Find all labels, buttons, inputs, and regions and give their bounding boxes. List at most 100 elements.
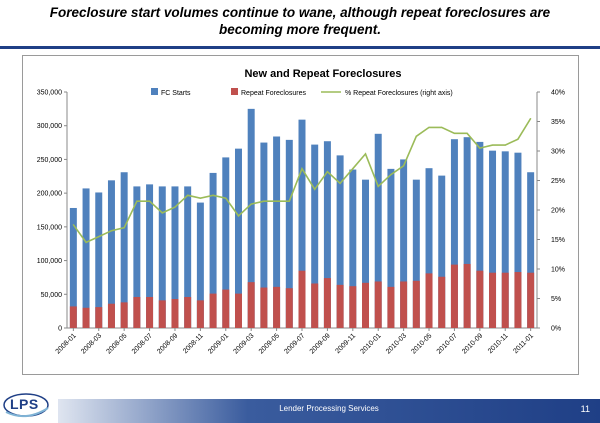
bar-fc-starts — [69, 207, 77, 328]
point-pct-repeat — [199, 197, 201, 199]
bar-repeat-foreclosures — [349, 286, 357, 328]
lps-logo: LPS — [2, 390, 52, 420]
bar-fc-starts — [196, 202, 204, 328]
bar-fc-starts — [425, 168, 433, 328]
title-divider — [0, 46, 600, 49]
slide-title-line2: becoming more frequent. — [218, 22, 382, 37]
bar-repeat-foreclosures — [184, 296, 192, 328]
bar-fc-starts — [450, 139, 458, 328]
x-tick-label: 2008-11 — [182, 332, 205, 355]
point-pct-repeat — [110, 230, 113, 232]
point-pct-repeat — [479, 147, 481, 149]
point-pct-repeat — [301, 168, 303, 170]
x-tick-label: 2011-01 — [512, 332, 535, 355]
bar-fc-starts — [82, 188, 90, 328]
point-pct-repeat — [491, 144, 494, 146]
point-pct-repeat — [428, 126, 430, 128]
bar-repeat-foreclosures — [298, 270, 306, 328]
bar-fc-starts — [412, 179, 420, 328]
x-tick-label: 2010-09 — [461, 332, 484, 355]
y-left-tick-label: 150,000 — [37, 224, 62, 231]
y-right-tick-label: 20% — [551, 208, 565, 215]
bar-repeat-foreclosures — [463, 263, 471, 328]
footer-company-name: Lender Processing Services — [279, 404, 379, 413]
point-pct-repeat — [225, 197, 227, 199]
legend-label-repeat: Repeat Foreclosures — [241, 90, 306, 97]
bar-fc-starts — [463, 137, 471, 328]
point-pct-repeat — [187, 194, 189, 196]
point-pct-repeat — [98, 235, 100, 238]
point-pct-repeat — [339, 182, 341, 185]
y-left-tick-label: 300,000 — [37, 123, 62, 130]
x-tick-label: 2009-01 — [207, 332, 230, 355]
bar-repeat-foreclosures — [209, 293, 217, 328]
bar-repeat-foreclosures — [362, 282, 370, 328]
bar-repeat-foreclosures — [501, 272, 509, 328]
point-pct-repeat — [123, 227, 125, 229]
bar-repeat-foreclosures — [107, 303, 115, 328]
bar-fc-starts — [349, 169, 357, 328]
bar-repeat-foreclosures — [438, 276, 446, 328]
bar-repeat-foreclosures — [120, 302, 128, 328]
bar-fc-starts — [260, 142, 268, 328]
x-tick-label: 2010-03 — [385, 332, 408, 355]
legend-label-fc-starts: FC Starts — [161, 90, 191, 97]
logo-text: LPS — [10, 396, 39, 412]
bar-fc-starts — [133, 186, 141, 328]
legend-swatch-fc-starts — [151, 88, 158, 95]
bar-fc-starts — [234, 148, 242, 328]
bar-fc-starts — [374, 133, 382, 328]
bar-fc-starts — [438, 175, 446, 328]
bar-fc-starts — [514, 152, 522, 328]
page-number: 11 — [580, 404, 590, 414]
point-pct-repeat — [237, 215, 240, 217]
bar-repeat-foreclosures — [285, 288, 293, 328]
bar-fc-starts — [120, 172, 128, 328]
x-tick-label: 2010-11 — [487, 332, 510, 355]
bar-repeat-foreclosures — [311, 283, 319, 328]
point-pct-repeat — [453, 132, 456, 134]
point-pct-repeat — [174, 206, 176, 208]
bar-repeat-foreclosures — [69, 306, 77, 328]
point-pct-repeat — [85, 241, 87, 244]
point-pct-repeat — [314, 188, 316, 190]
bar-repeat-foreclosures — [273, 286, 281, 328]
bar-fc-starts — [400, 159, 408, 328]
bar-fc-starts — [209, 172, 217, 328]
y-left-tick-label: 50,000 — [41, 292, 63, 299]
bar-fc-starts — [336, 155, 344, 328]
y-right-tick-label: 40% — [551, 90, 565, 97]
bar-fc-starts — [95, 192, 103, 328]
point-pct-repeat — [364, 153, 367, 155]
point-pct-repeat — [466, 132, 468, 134]
x-tick-label: 2008-01 — [55, 332, 78, 355]
slide-title-line1: Foreclosure start volumes continue to wa… — [49, 5, 551, 20]
x-tick-label: 2008-05 — [105, 332, 128, 355]
bar-fc-starts — [247, 108, 255, 328]
bar-fc-starts — [285, 139, 293, 328]
foreclosure-chart: New and Repeat Foreclosures FC Starts Re… — [37, 68, 565, 356]
bar-repeat-foreclosures — [234, 293, 242, 328]
bar-repeat-foreclosures — [450, 264, 458, 328]
y-left-tick-label: 200,000 — [37, 191, 62, 198]
bar-repeat-foreclosures — [425, 273, 433, 328]
x-tick-label: 2010-07 — [436, 332, 459, 355]
bar-repeat-foreclosures — [514, 272, 522, 328]
y-right-tick-label: 0% — [551, 326, 561, 333]
x-tick-label: 2009-11 — [334, 332, 357, 355]
point-pct-repeat — [212, 194, 214, 196]
bar-repeat-foreclosures — [527, 272, 535, 328]
bar-repeat-foreclosures — [95, 307, 103, 328]
legend-label-pct: % Repeat Foreclosures (right axis) — [345, 90, 453, 97]
point-pct-repeat — [161, 212, 163, 214]
bar-fc-starts — [146, 184, 154, 328]
logo-swoosh-icon — [3, 393, 49, 418]
y-right-tick-label: 10% — [551, 267, 565, 274]
bar-repeat-foreclosures — [260, 287, 268, 328]
bar-fc-starts — [107, 180, 115, 328]
point-pct-repeat — [148, 200, 151, 202]
point-pct-repeat — [403, 165, 405, 167]
x-tick-label: 2009-05 — [258, 332, 281, 355]
y-right-tick-label: 5% — [551, 296, 561, 303]
bar-repeat-foreclosures — [400, 281, 408, 328]
